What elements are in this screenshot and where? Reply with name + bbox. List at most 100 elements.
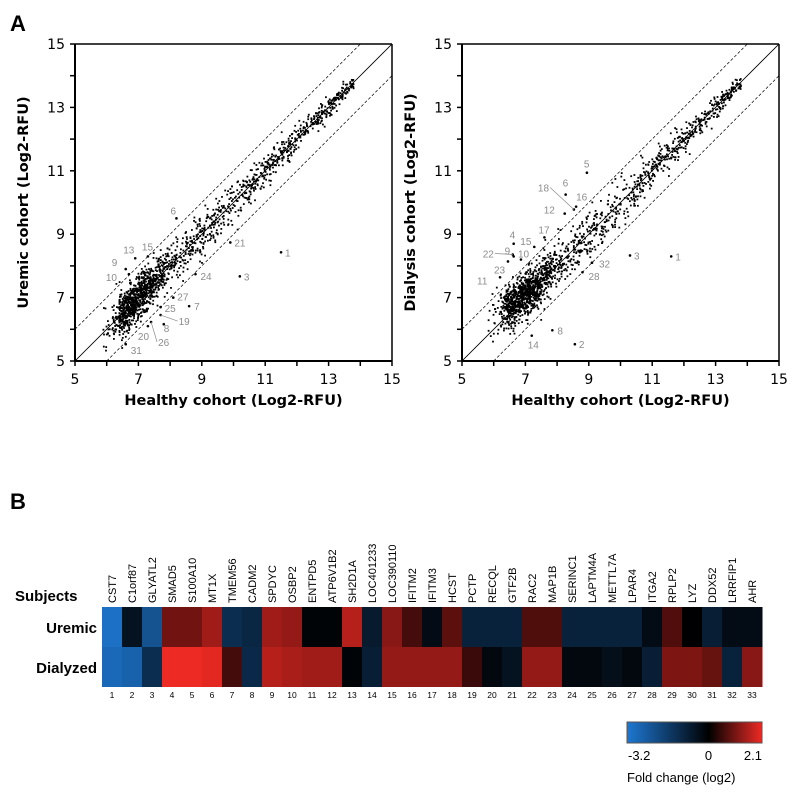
data-point [574,248,576,251]
data-point [615,208,617,210]
data-point [129,287,132,290]
data-point [531,293,534,296]
column-number: 24 [567,690,577,700]
data-point [107,320,109,322]
data-point [140,288,143,290]
data-point [633,199,636,201]
data-point [236,189,239,192]
data-point [254,186,256,188]
data-point [264,171,267,173]
data-point [605,218,608,221]
data-point [534,292,537,294]
data-point [586,218,588,220]
data-point [130,281,132,284]
data-point [649,178,651,181]
data-point [351,85,354,88]
data-point [242,195,244,198]
data-point [659,153,662,155]
data-point [594,214,597,217]
data-point [120,320,123,322]
corner-label-subjects: Subjects [15,588,78,605]
data-point [163,282,166,285]
data-point [133,293,135,296]
data-point [596,223,598,226]
heatmap-cell [542,607,563,647]
data-point [579,249,582,252]
data-point [726,93,728,95]
data-point [676,150,678,153]
data-point [122,333,125,335]
data-point [145,284,148,287]
data-point [544,283,547,286]
data-point [637,195,639,198]
data-point [327,112,330,114]
data-point [739,79,741,81]
data-point [199,249,201,251]
data-point [666,149,669,152]
data-point [282,146,285,149]
data-point [578,249,581,252]
data-point [533,288,535,291]
data-point [287,157,289,160]
data-point [116,318,119,320]
data-point [117,306,120,309]
data-point [543,268,546,270]
data-point [677,146,680,149]
data-point [246,175,249,178]
data-point [650,184,653,187]
data-point [495,286,498,289]
data-point [558,254,561,257]
heatmap-cell [622,647,643,687]
heatmap-cell [122,607,143,647]
data-point [352,83,355,86]
data-point [602,225,604,228]
data-point [538,255,541,257]
data-point [639,175,642,178]
data-point [146,275,149,278]
data-point [546,295,549,298]
data-point [134,311,137,314]
data-point [202,242,205,244]
data-point [325,113,328,116]
data-point [222,206,225,208]
data-point [554,277,556,279]
data-point [624,223,627,226]
data-point [642,167,645,170]
data-point [108,328,111,331]
data-point [729,96,732,99]
data-point [123,303,126,306]
column-number: 6 [210,690,215,700]
data-point [572,246,575,249]
data-point [145,287,148,290]
gene-label: GLYATL2 [147,557,159,603]
data-point [714,103,716,106]
data-point [721,102,723,105]
data-point [523,279,526,282]
data-point [140,282,143,284]
data-point [249,180,252,183]
data-point [513,319,516,321]
data-point [152,282,155,285]
data-point [157,259,160,262]
data-point [523,294,526,297]
heatmap-cell [562,607,583,647]
heatmap-cell [582,647,603,687]
data-point [132,289,134,292]
data-point [134,296,137,299]
data-point [181,242,184,245]
data-point [218,224,220,227]
data-point [539,283,542,286]
data-point [111,327,114,329]
data-point [649,187,651,190]
data-point [528,262,530,265]
data-point [578,224,581,227]
data-point [564,250,567,253]
data-point [186,238,188,240]
data-point [111,328,114,331]
data-point [148,280,150,282]
outlier-point [551,328,554,332]
data-point [601,214,603,217]
data-point [527,269,530,272]
data-point [315,115,318,117]
data-point [607,219,610,222]
